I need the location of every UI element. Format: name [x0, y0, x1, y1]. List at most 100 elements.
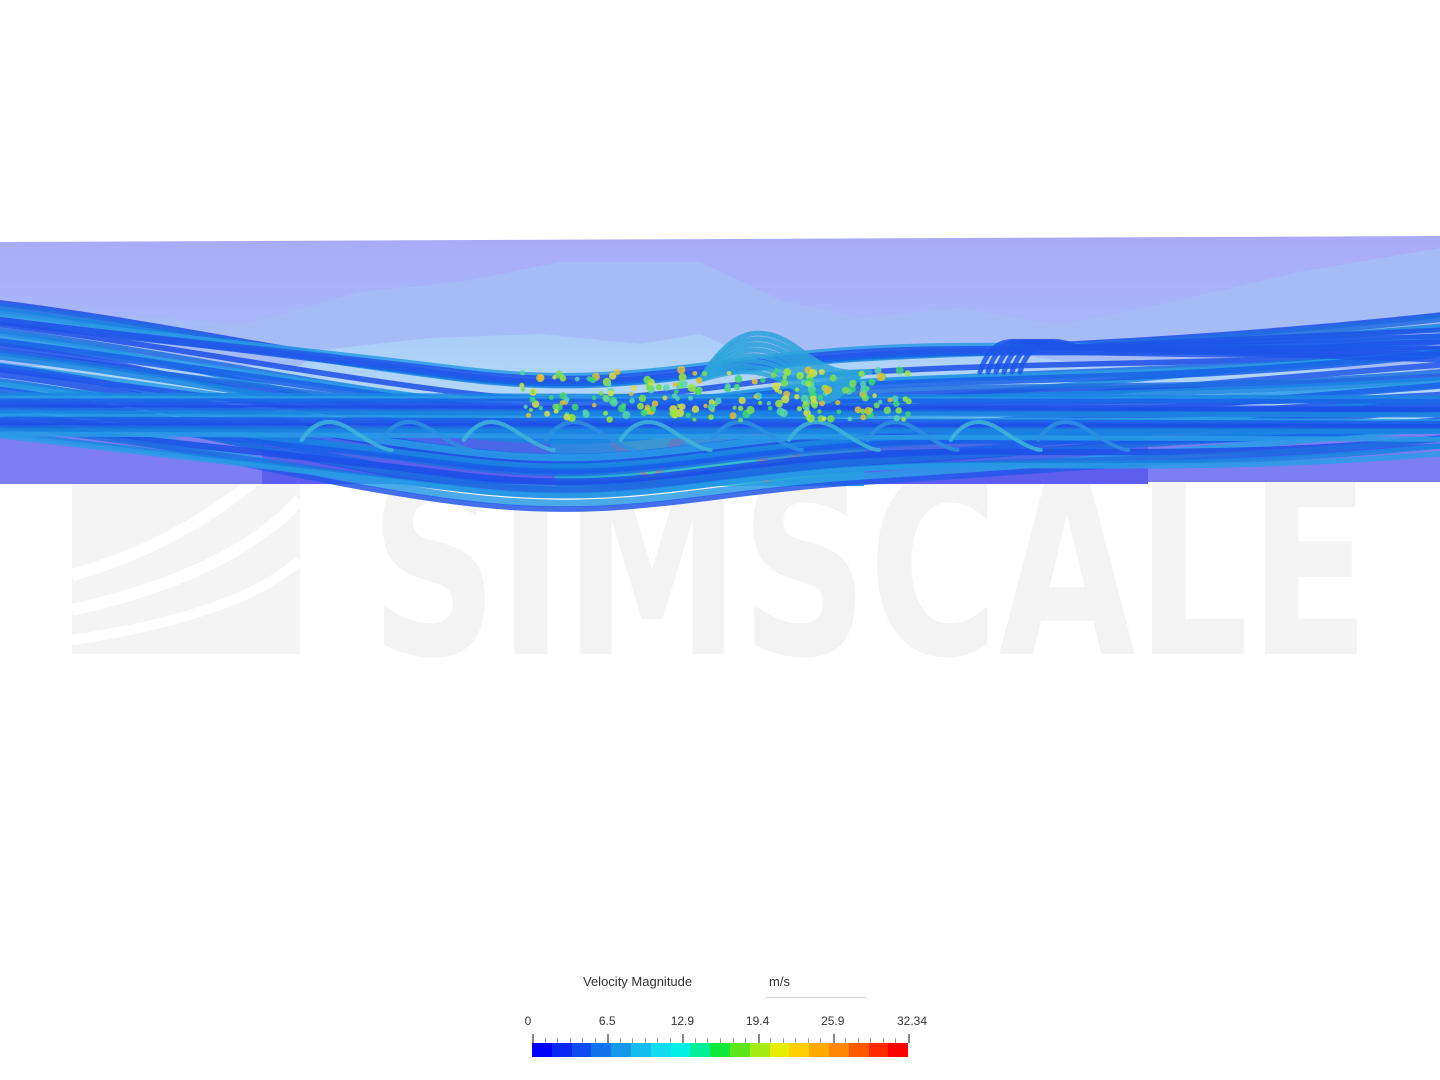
- velocity-particle: [854, 406, 862, 414]
- velocity-particle: [708, 414, 714, 420]
- legend-minor-tick: [857, 1038, 859, 1043]
- velocity-particle: [737, 405, 744, 412]
- legend-swatch: [670, 1043, 691, 1057]
- velocity-particle: [753, 394, 758, 399]
- velocity-particle: [591, 402, 597, 408]
- velocity-particle: [677, 365, 686, 375]
- legend-minor-tick: [895, 1038, 897, 1043]
- legend-minor-tick: [745, 1038, 747, 1043]
- vortex-streamline: [865, 420, 960, 452]
- velocity-particle: [603, 396, 610, 403]
- velocity-particle: [525, 412, 532, 418]
- velocity-particle: [811, 402, 818, 409]
- arching-streamline: [985, 333, 1440, 375]
- velocity-particle: [606, 416, 613, 423]
- streamline: [0, 404, 1440, 413]
- legend-tick-label: 0: [524, 1014, 532, 1028]
- legend-minor-tick: [694, 1038, 696, 1043]
- velocity-particle: [675, 385, 680, 390]
- legend-swatch: [611, 1043, 631, 1057]
- legend-minor-tick: [582, 1038, 584, 1043]
- velocity-particle: [883, 406, 892, 415]
- velocity-particle: [734, 386, 740, 391]
- velocity-particle: [777, 389, 783, 394]
- legend-swatch: [650, 1043, 671, 1057]
- legend-swatch: [630, 1043, 651, 1057]
- velocity-particle: [553, 409, 559, 414]
- legend-tick-label: 12.9: [670, 1014, 695, 1028]
- legend-swatch: [809, 1043, 829, 1057]
- velocity-particle: [552, 375, 557, 380]
- color-legend: Velocity Magnitude m/s 0 6.5 12.9 19.4 25.9 3…: [500, 960, 960, 1070]
- velocity-particle: [732, 405, 737, 410]
- velocity-particle: [835, 399, 841, 406]
- legend-minor-tick: [594, 1038, 596, 1043]
- velocity-particle: [827, 415, 835, 423]
- velocity-particle: [691, 405, 700, 413]
- velocity-particle: [591, 395, 597, 401]
- vortex-streamline: [786, 420, 881, 452]
- velocity-particle: [729, 412, 737, 420]
- vortex-streamline: [948, 420, 1043, 452]
- legend-minor-tick: [557, 1038, 559, 1043]
- velocity-particle: [675, 408, 685, 418]
- velocity-particle: [663, 384, 670, 392]
- velocity-particle: [767, 405, 773, 411]
- velocity-particle: [842, 386, 850, 394]
- legend-swatch: [828, 1043, 849, 1057]
- velocity-particle: [695, 377, 703, 384]
- legend-major-tick: [532, 1034, 534, 1043]
- velocity-particle: [707, 403, 716, 411]
- velocity-particle: [519, 382, 525, 388]
- legend-minor-tick: [732, 1038, 734, 1043]
- velocity-particle: [538, 405, 544, 411]
- velocity-particle: [781, 395, 790, 404]
- velocity-particle: [702, 371, 708, 377]
- streamline: [0, 321, 1440, 403]
- vortex-streamline: [461, 420, 556, 452]
- legend-minor-tick: [619, 1038, 621, 1043]
- legend-tick-label: 32.34: [896, 1014, 928, 1028]
- velocity-particle: [864, 385, 870, 392]
- legend-swatch: [729, 1043, 750, 1057]
- velocity-particle: [782, 375, 787, 380]
- velocity-particle: [877, 399, 883, 405]
- velocity-particle: [895, 407, 902, 414]
- streamline: [0, 392, 1440, 401]
- velocity-particle: [868, 378, 876, 386]
- velocity-particle: [780, 379, 789, 387]
- legend-minor-tick: [845, 1038, 847, 1043]
- velocity-particle: [630, 385, 637, 391]
- legend-swatch: [710, 1043, 730, 1057]
- legend-minor-tick: [882, 1038, 884, 1043]
- velocity-particle: [563, 396, 570, 403]
- velocity-particle: [638, 394, 647, 403]
- legend-minor-tick: [657, 1038, 659, 1043]
- velocity-particle: [548, 395, 554, 401]
- legend-minor-tick: [807, 1038, 809, 1043]
- legend-major-tick: [682, 1034, 685, 1043]
- streamline: [0, 431, 1440, 442]
- streamlines: [0, 300, 1440, 512]
- legend-minor-tick: [820, 1038, 822, 1043]
- legend-unit-underline: [766, 997, 866, 998]
- vortex-streamline: [618, 420, 713, 452]
- velocity-particle: [849, 379, 857, 388]
- velocity-particle: [678, 373, 687, 382]
- velocity-particle: [751, 378, 758, 385]
- legend-minor-tick: [569, 1038, 571, 1043]
- legend-swatch: [690, 1043, 711, 1057]
- velocity-particle: [544, 410, 551, 417]
- velocity-particle: [829, 374, 837, 382]
- streamline: [0, 419, 1440, 486]
- velocity-particle: [794, 393, 800, 400]
- velocity-particle: [589, 376, 597, 384]
- velocity-particle: [552, 403, 559, 410]
- velocity-particle: [694, 386, 703, 395]
- velocity-particle: [847, 416, 853, 422]
- velocity-particle: [530, 389, 535, 395]
- velocity-particle: [703, 403, 708, 409]
- legend-tick-label: 19.4: [745, 1014, 770, 1028]
